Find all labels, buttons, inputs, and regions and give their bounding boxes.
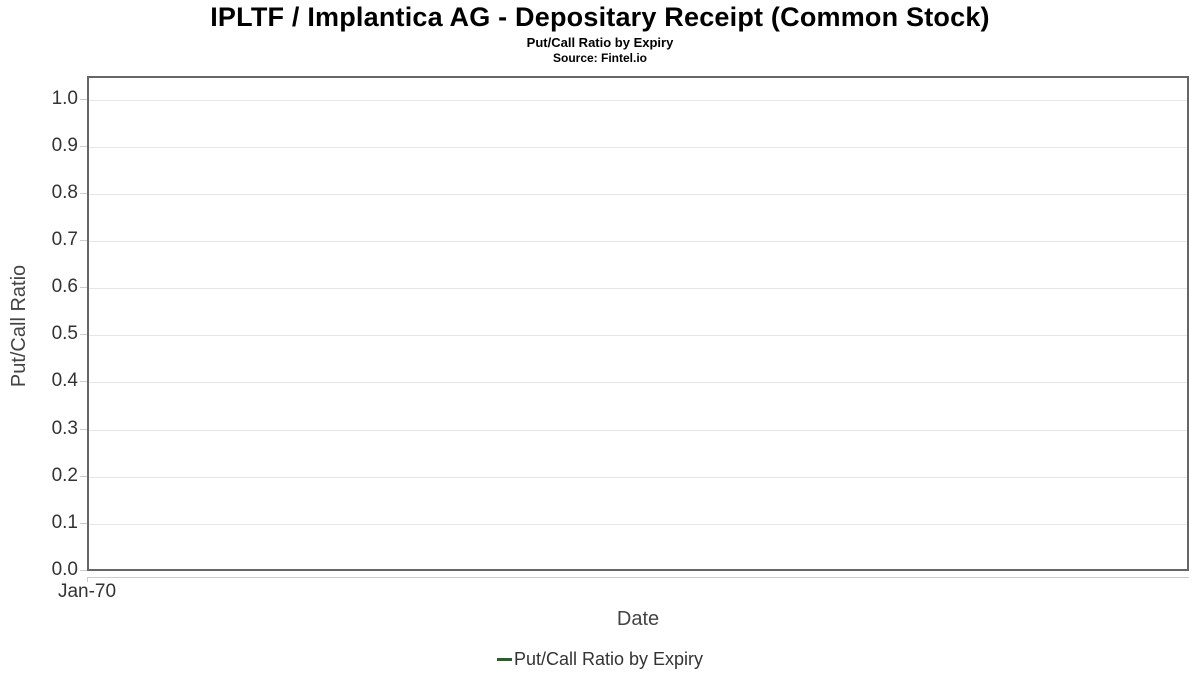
gridline [89, 99, 1187, 101]
y-tick-label: 0.8 [51, 181, 78, 203]
y-tick-mark [80, 381, 87, 383]
y-tick-label: 0.1 [51, 511, 78, 533]
x-axis-label: Date [616, 608, 660, 630]
gridline [89, 288, 1187, 290]
y-tick-label: 1.0 [51, 87, 78, 109]
y-tick-label: 0.6 [51, 276, 78, 298]
y-tick-mark [80, 522, 87, 524]
y-tick-mark [80, 334, 87, 336]
y-tick-mark [80, 145, 87, 147]
y-tick-label: 0.3 [51, 417, 78, 439]
x-axis-line [87, 577, 1189, 578]
plot-area [87, 76, 1189, 571]
legend-label: Put/Call Ratio by Expiry [513, 648, 704, 669]
y-tick-label: 0.0 [51, 559, 78, 580]
y-tick-label: 0.9 [51, 134, 78, 156]
gridline [89, 335, 1187, 337]
y-tick-mark [80, 570, 87, 571]
chart-source: Source: Fintel.io [552, 51, 647, 65]
chart-subtitle: Put/Call Ratio by Expiry [526, 35, 674, 50]
chart-title: IPLTF / Implantica AG - Depositary Recei… [210, 2, 990, 32]
gridline [89, 429, 1187, 431]
gridline [89, 146, 1187, 148]
gridline [89, 476, 1187, 478]
y-tick-mark [80, 475, 87, 477]
y-tick-mark [80, 98, 87, 100]
y-axis-label: Put/Call Ratio [8, 264, 30, 388]
y-tick-mark [80, 287, 87, 289]
gridline [89, 382, 1187, 384]
gridline [89, 193, 1187, 195]
x-tick-mark [87, 577, 88, 582]
y-tick-mark [80, 240, 87, 241]
legend-item[interactable]: Put/Call Ratio by Expiry [0, 646, 1200, 672]
y-tick-label: 0.5 [51, 323, 78, 345]
y-tick-label: 0.4 [51, 370, 78, 392]
x-tick-label: Jan-70 [57, 581, 117, 602]
y-tick-mark [80, 192, 87, 194]
y-tick-mark [80, 428, 87, 430]
gridline [89, 523, 1187, 525]
y-tick-label: 0.7 [51, 229, 78, 250]
legend-line-marker-icon [496, 657, 512, 661]
y-tick-label: 0.2 [51, 464, 78, 486]
gridline [89, 241, 1187, 242]
